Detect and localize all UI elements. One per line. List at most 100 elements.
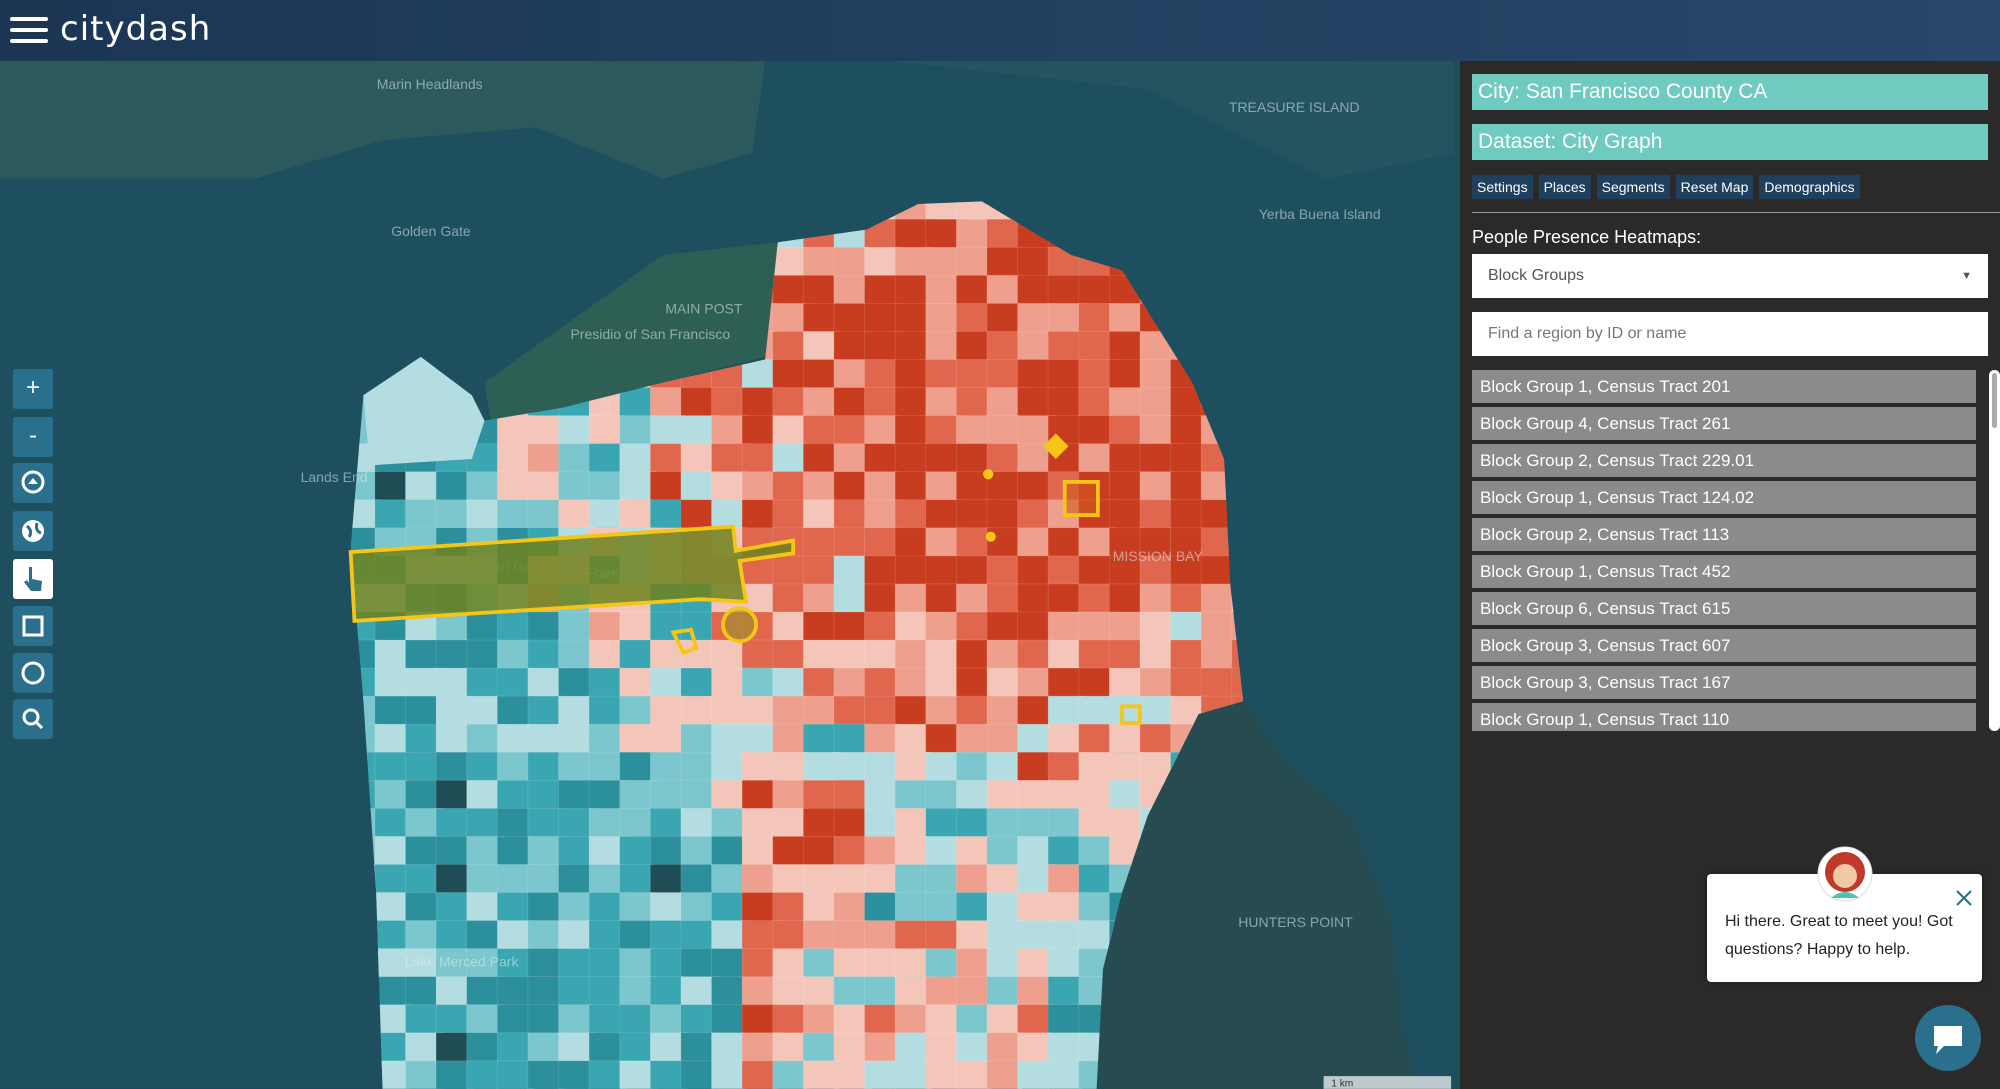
cell	[1108, 415, 1144, 446]
selected-region[interactable]	[985, 531, 996, 542]
cell	[1078, 667, 1116, 698]
cell	[1017, 948, 1052, 980]
cell	[955, 1060, 992, 1089]
cell	[1170, 443, 1203, 475]
region-item[interactable]: Block Group 1, Census Tract 201	[1472, 370, 1976, 403]
cell	[374, 779, 409, 814]
cell	[833, 864, 870, 898]
cell	[833, 639, 866, 671]
cell	[833, 246, 869, 277]
cell	[1047, 667, 1082, 700]
dataset-field[interactable]: Dataset: City Graph	[1472, 124, 1988, 160]
scrollbar[interactable]	[1989, 370, 2000, 731]
home-button[interactable]	[13, 463, 53, 503]
tab[interactable]: Places	[1538, 175, 1591, 199]
region-item[interactable]: Block Group 2, Census Tract 229.01	[1472, 444, 1976, 477]
cell	[772, 443, 808, 473]
selected-region[interactable]	[983, 469, 994, 480]
cell	[802, 864, 835, 896]
cell	[405, 751, 443, 781]
city-field[interactable]: City: San Francisco County CA	[1472, 74, 1988, 110]
globe-button[interactable]	[13, 511, 53, 551]
selected-region[interactable]	[348, 524, 796, 623]
cell	[1139, 583, 1173, 618]
tab[interactable]: Demographics	[1759, 175, 1860, 199]
cell	[864, 359, 896, 393]
cell	[955, 976, 993, 1011]
selected-region[interactable]	[1120, 704, 1142, 725]
cell	[435, 948, 470, 981]
region-item[interactable]: Block Group 3, Census Tract 607	[1472, 629, 1976, 662]
cell	[1047, 611, 1081, 643]
selected-region[interactable]	[1062, 480, 1100, 517]
cell	[466, 864, 500, 896]
cell	[864, 779, 899, 812]
menu-line[interactable]	[10, 39, 48, 43]
map[interactable]: Marin Headlands TREASURE ISLAND Yerba Buen…	[0, 61, 1460, 1089]
region-item[interactable]: Block Group 3, Census Tract 167	[1472, 666, 1976, 699]
cell	[374, 667, 407, 702]
tab[interactable]: Settings	[1472, 175, 1533, 199]
cell	[496, 948, 533, 978]
cell	[1200, 583, 1235, 616]
circle-button[interactable]	[13, 653, 53, 693]
cell	[894, 695, 931, 730]
cell	[864, 1060, 896, 1089]
cell	[772, 807, 809, 841]
chat-button[interactable]	[1914, 1004, 1982, 1072]
search-button[interactable]	[13, 699, 53, 739]
cell	[864, 1004, 897, 1037]
select-button[interactable]	[13, 559, 53, 599]
region-item[interactable]: Block Group 1, Census Tract 110	[1472, 703, 1976, 731]
cell	[558, 639, 595, 674]
cell	[1017, 527, 1052, 561]
map-label: Lands End	[301, 469, 368, 485]
region-item[interactable]: Block Group 6, Census Tract 615	[1472, 592, 1976, 625]
region-item[interactable]: Block Group 2, Census Tract 113	[1472, 518, 1976, 551]
rectangle-button[interactable]	[13, 606, 53, 646]
cell	[772, 415, 810, 445]
cell	[649, 976, 685, 1006]
tab[interactable]: Segments	[1596, 175, 1670, 199]
zoom-in[interactable]: +	[13, 369, 53, 409]
cell	[955, 415, 989, 448]
cell	[1139, 555, 1173, 589]
map-label: Presidio of San Francisco	[570, 326, 730, 342]
scroll-thumb[interactable]	[1992, 373, 1997, 428]
cell	[435, 499, 472, 530]
cell	[1017, 387, 1054, 422]
cell	[619, 836, 656, 867]
cell	[466, 779, 502, 810]
region-item[interactable]: Block Group 1, Census Tract 124.02	[1472, 481, 1976, 514]
cell	[833, 387, 870, 417]
cell	[588, 471, 626, 501]
cell	[496, 415, 533, 450]
region-item[interactable]: Block Group 1, Census Tract 452	[1472, 555, 1976, 588]
cell	[405, 1004, 437, 1037]
selected-region[interactable]	[721, 606, 759, 644]
menu-line[interactable]	[10, 28, 48, 32]
cell	[772, 387, 805, 418]
cell	[802, 303, 840, 337]
dropdown[interactable]: Block Groups ▼	[1472, 254, 1988, 298]
tab[interactable]: Reset Map	[1675, 175, 1754, 199]
cell	[772, 695, 810, 727]
cell	[986, 611, 1020, 642]
zoom-out[interactable]: -	[13, 417, 53, 457]
cell	[1108, 807, 1141, 840]
dropdown-arrow: ▼	[1961, 270, 1972, 282]
selected-region[interactable]	[670, 627, 699, 656]
cell	[1017, 892, 1054, 923]
cell	[833, 443, 869, 474]
cell	[1108, 611, 1143, 643]
menu-line[interactable]	[10, 17, 48, 21]
cell	[864, 274, 897, 306]
cell	[435, 723, 469, 756]
close-button[interactable]	[1954, 888, 1974, 908]
region-item[interactable]: Block Group 4, Census Tract 261	[1472, 407, 1976, 440]
cell	[986, 555, 1023, 589]
separator	[1472, 212, 2000, 213]
cell	[1231, 639, 1244, 675]
cell	[894, 274, 932, 306]
search-input[interactable]: Find a region by ID or name	[1472, 312, 1988, 356]
